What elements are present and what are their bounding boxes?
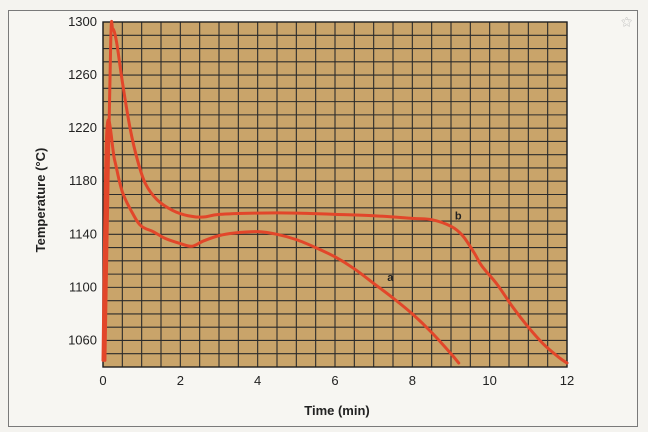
plot-border — [102, 21, 568, 368]
corner-stamp-icon: ⚝ — [621, 16, 632, 28]
y-tick-label: 1300 — [68, 14, 97, 29]
x-tick-label: 10 — [482, 373, 496, 388]
x-tick-label: 6 — [331, 373, 338, 388]
y-tick-label: 1220 — [68, 120, 97, 135]
x-tick-label: 2 — [177, 373, 184, 388]
series-label-b: b — [455, 211, 462, 223]
grid-lines — [102, 21, 568, 368]
tick-labels: 0 2 4 6 8 10 12 1060 1100 1140 1180 1220 1260 1300 — [68, 14, 574, 388]
series-line-a — [101, 118, 461, 365]
y-tick-label: 1140 — [69, 226, 97, 241]
x-tick-label: 0 — [99, 373, 106, 388]
series-label-a: a — [387, 272, 394, 284]
y-tick-label: 1060 — [68, 332, 97, 347]
x-tick-label: 8 — [409, 373, 416, 388]
series-lines: ab — [101, 20, 569, 365]
x-tick-label: 4 — [254, 373, 261, 388]
y-tick-label: 1100 — [69, 279, 97, 294]
x-axis-label: Time (min) — [304, 403, 370, 418]
y-tick-label: 1260 — [68, 67, 97, 82]
x-tick-label: 12 — [560, 373, 574, 388]
series-line-b — [103, 20, 569, 365]
y-tick-label: 1180 — [69, 173, 97, 188]
y-axis-label: Temperature (°C) — [33, 148, 48, 253]
